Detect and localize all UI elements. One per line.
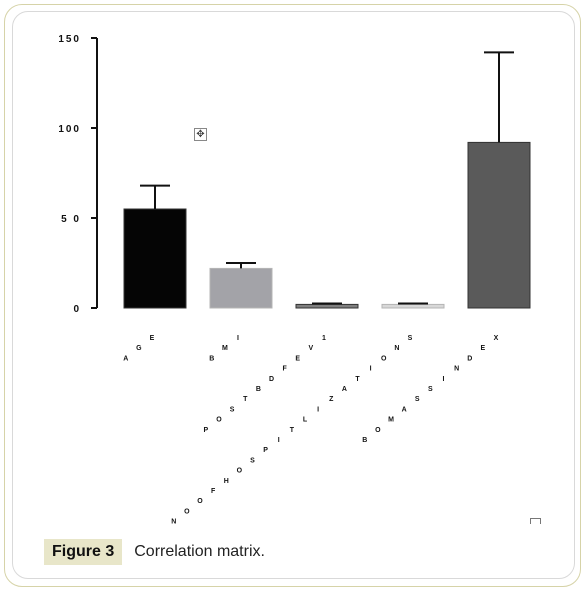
category-label-letter: I	[370, 366, 372, 373]
figure-caption: Figure 3 Correlation matrix.	[44, 538, 265, 566]
bar	[381, 303, 445, 309]
category-label-letter: I	[317, 406, 319, 413]
category-label-letter: O	[216, 417, 222, 424]
category-label-letter: A	[402, 406, 407, 413]
category-label-letter: B	[256, 386, 261, 393]
y-tick-label: 0	[73, 304, 81, 315]
category-label-letter: M	[222, 345, 228, 352]
category-label-letter: O	[184, 508, 190, 515]
y-tick-label: 5 0	[61, 214, 81, 225]
category-label-letter: A	[123, 355, 128, 362]
category-label-letter: O	[381, 355, 387, 362]
category-label-letter: T	[243, 396, 248, 403]
category-label-letter: P	[263, 447, 268, 454]
category-label-letter: T	[355, 376, 360, 383]
category-label-letter: D	[269, 376, 274, 383]
category-label-letter: S	[428, 386, 433, 393]
category-label-letter: F	[282, 366, 287, 373]
category-label-letter: B	[209, 355, 214, 362]
category-label-letter: N	[171, 519, 176, 526]
category-label-letter: E	[481, 345, 486, 352]
category-label-letter: F	[211, 488, 216, 495]
category-label-letter: S	[230, 406, 235, 413]
category-label-letter: N	[454, 366, 459, 373]
category-label-letter: I	[443, 376, 445, 383]
bar	[295, 303, 359, 309]
category-label-letter: O	[197, 498, 203, 505]
y-tick-label: 100	[58, 124, 81, 135]
category-label-letter: L	[303, 417, 308, 424]
category-label-letter: Z	[329, 396, 334, 403]
category-label-letter: S	[408, 335, 413, 342]
chart-bars	[123, 51, 531, 309]
category-label-letter: S	[415, 396, 420, 403]
category-label-letter: N	[394, 345, 399, 352]
category-label-letter: 1	[322, 335, 326, 342]
y-tick-label: 150	[58, 34, 81, 45]
bar	[209, 267, 273, 309]
category-label-letter: H	[224, 478, 229, 485]
category-label-letter: I	[237, 335, 239, 342]
category-label-letter: B	[362, 437, 367, 444]
category-label-letter: P	[204, 427, 209, 434]
bar	[467, 141, 531, 309]
category-labels: AGEBMIPOSTBDFEV1NOOFHOSPITLIZATIONSBOMAS…	[123, 335, 498, 526]
category-label-letter: G	[136, 345, 142, 352]
category-label-letter: V	[309, 345, 314, 352]
category-label-letter: T	[290, 427, 295, 434]
category-label-letter: E	[295, 355, 300, 362]
figure-label: Figure 3	[44, 539, 123, 565]
figure-caption-text: Correlation matrix.	[134, 543, 265, 560]
category-label-letter: D	[467, 355, 472, 362]
category-label-letter: S	[250, 457, 255, 464]
category-label-letter: E	[150, 335, 155, 342]
category-label-letter: O	[237, 468, 243, 475]
category-label-letter: A	[342, 386, 347, 393]
move-handle-icon[interactable]: ✥	[194, 128, 207, 141]
category-label-letter: X	[494, 335, 499, 342]
category-label-letter: M	[388, 417, 394, 424]
corner-bracket-icon	[530, 518, 541, 524]
category-label-letter: I	[278, 437, 280, 444]
bar	[123, 208, 187, 309]
category-label-letter: O	[375, 427, 381, 434]
